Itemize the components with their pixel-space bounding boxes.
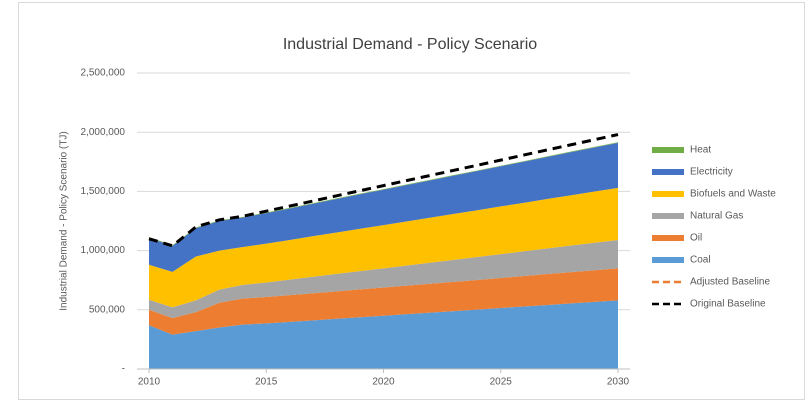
y-tick-label: -: [122, 364, 125, 375]
line: [148, 133, 619, 248]
legend-label: Biofuels and Waste: [690, 189, 776, 200]
area: [149, 142, 618, 272]
legend-label: Adjusted Baseline: [690, 277, 770, 288]
legend-label: Original Baseline: [690, 299, 766, 310]
legend-swatch: [652, 191, 684, 197]
y-tick-label: 2,500,000: [81, 68, 126, 79]
y-tick-label: 500,000: [89, 304, 126, 315]
area: [149, 239, 618, 319]
legend-swatch: [652, 235, 684, 241]
chart-title: Industrial Demand - Policy Scenario: [283, 36, 537, 53]
legend-label: Oil: [690, 233, 702, 244]
y-tick-label: 1,500,000: [81, 186, 126, 197]
area: [149, 300, 618, 369]
area: [149, 187, 618, 308]
x-tick-label: 2020: [372, 377, 395, 388]
legend-label: Heat: [690, 145, 711, 156]
x-tick-label: 2030: [607, 377, 630, 388]
legend-swatch: [652, 147, 684, 153]
y-tick-label: 2,000,000: [81, 127, 126, 138]
legend-label: Electricity: [690, 167, 733, 178]
legend-label: Natural Gas: [690, 211, 743, 222]
x-tick-label: 2010: [138, 377, 161, 388]
x-tick-label: 2025: [490, 377, 513, 388]
legend-swatch: [652, 213, 684, 219]
y-axis-label: Industrial Demand - Policy Scenario (TJ): [59, 131, 70, 311]
y-tick-label: 1,000,000: [81, 245, 126, 256]
x-tick-label: 2015: [255, 377, 278, 388]
legend-label: Coal: [690, 255, 711, 266]
legend-swatch: [652, 257, 684, 263]
area: [149, 268, 618, 335]
legend-swatch: [652, 169, 684, 175]
